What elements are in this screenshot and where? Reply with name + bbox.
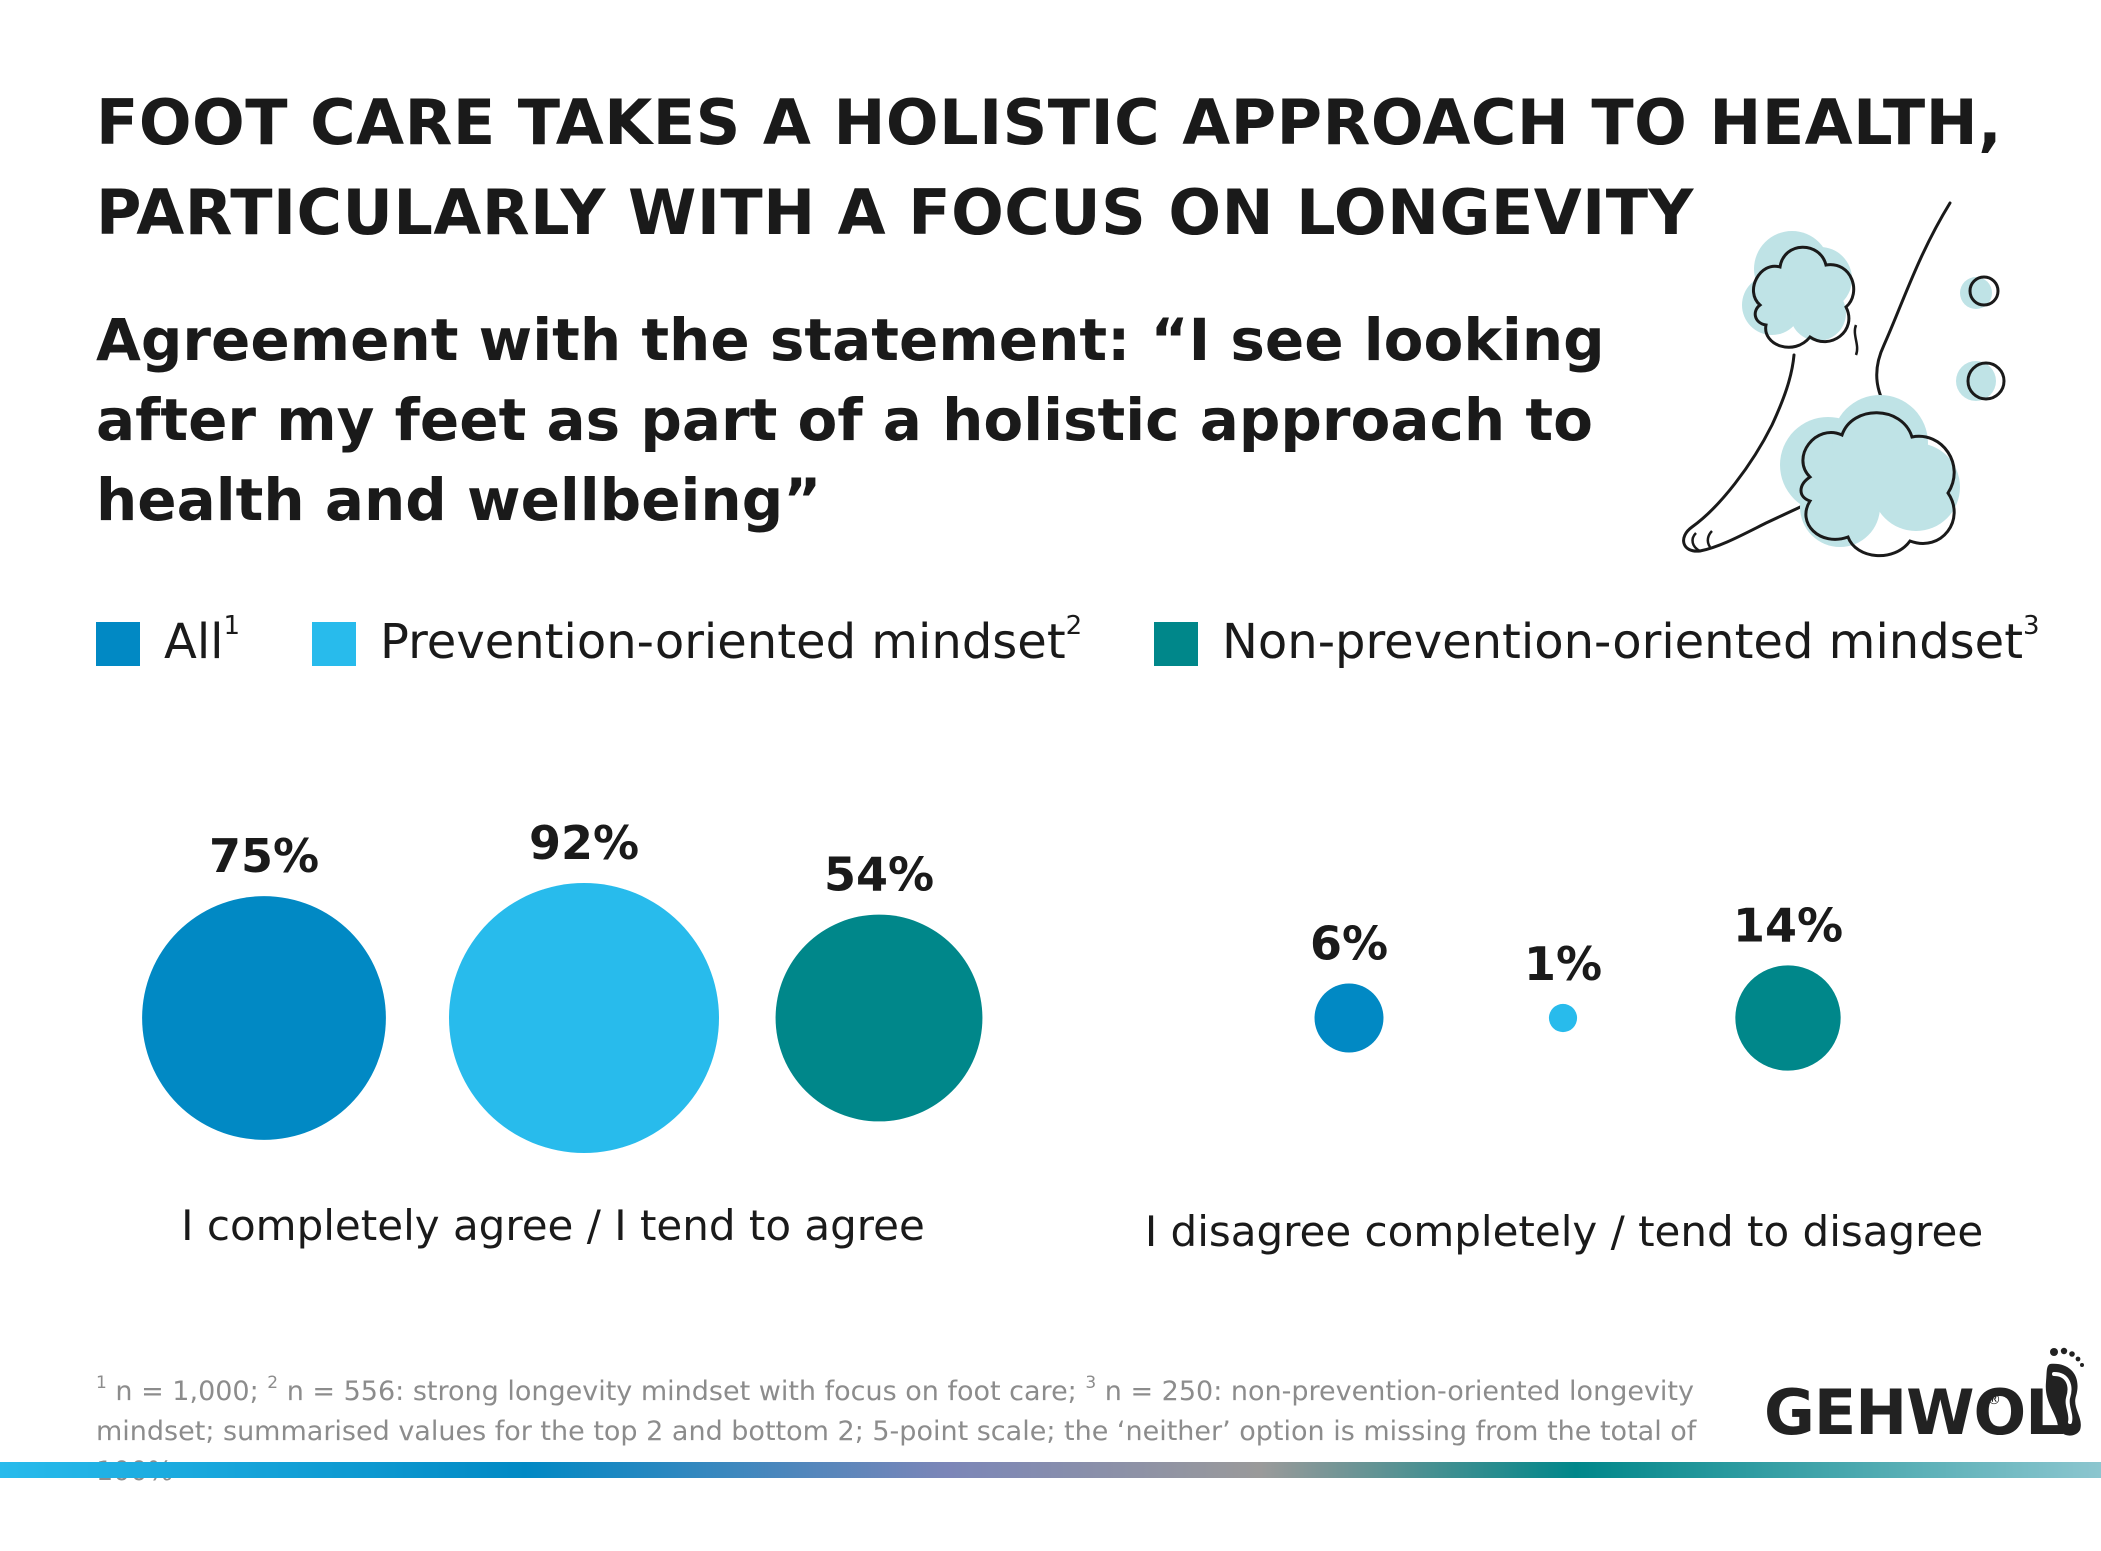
page-title: FOOT CARE TAKES A HOLISTIC APPROACH TO H…	[96, 78, 2056, 258]
bubble-non-prevention-agree	[775, 914, 983, 1122]
legend-label-prevention: Prevention-oriented mindset2	[380, 611, 1083, 670]
bubble-prevention-disagree	[1548, 1003, 1578, 1033]
chart-legend: All1 Prevention-oriented mindset2 Non-pr…	[96, 612, 2056, 672]
value-label-prevention-disagree: 1%	[1524, 937, 1602, 991]
value-label-all-agree: 75%	[209, 829, 319, 883]
value-label-non-prevention-disagree: 14%	[1733, 898, 1843, 952]
bubble-all-agree	[142, 896, 386, 1140]
value-label-all-disagree: 6%	[1310, 917, 1388, 971]
category-label-disagree: I disagree completely / tend to disagree	[1145, 1207, 1983, 1256]
bubble-prevention-agree	[449, 883, 719, 1153]
legend-swatch-all	[96, 622, 140, 666]
legend-swatch-non-prevention	[1154, 622, 1198, 666]
bottom-gradient-bar	[0, 1462, 2101, 1478]
value-labels: 75% 6% 92% 1% 54% 14%	[209, 816, 1843, 991]
title-line-1: FOOT CARE TAKES A HOLISTIC APPROACH TO H…	[96, 86, 2003, 159]
footprint-icon	[2045, 1347, 2084, 1436]
gehwol-logo-text: GEHWOL	[1764, 1376, 2065, 1449]
registered-mark: ®	[1987, 1392, 2001, 1408]
value-label-prevention-agree: 92%	[529, 816, 639, 870]
foot-foam-illustration-icon	[1682, 201, 2006, 557]
legend-swatch-prevention	[312, 622, 356, 666]
category-labels: I completely agree / I tend to agree I di…	[181, 1201, 1983, 1256]
footnote: 1 n = 1,000; 2 n = 556: strong longevity…	[96, 1373, 1697, 1488]
title-line-2: PARTICULARLY WITH A FOCUS ON LONGEVITY	[96, 176, 1694, 249]
bubble-chart: 75% 6% 92% 1% 54% 14% I completely agree / I …	[142, 816, 1983, 1256]
value-label-non-prevention-agree: 54%	[824, 848, 934, 902]
legend-label-non-prevention: Non-prevention-oriented mindset3	[1222, 611, 2040, 670]
bubble-non-prevention-disagree	[1735, 965, 1841, 1071]
bubble-all-disagree	[1314, 983, 1384, 1053]
legend-label-all: All1	[164, 611, 241, 670]
bubble-marks	[142, 883, 1841, 1153]
chart-subtitle: Agreement with the statement: “I see loo…	[96, 306, 1605, 534]
category-label-agree: I completely agree / I tend to agree	[181, 1201, 925, 1250]
